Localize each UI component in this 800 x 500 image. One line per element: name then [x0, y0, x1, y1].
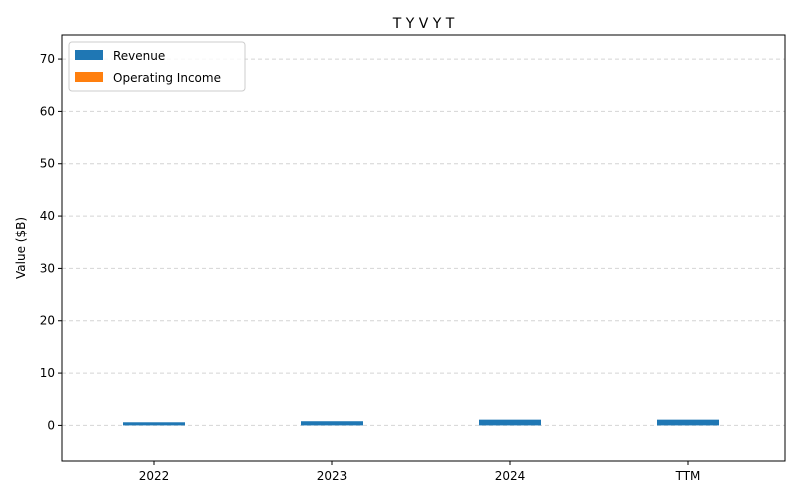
bar-revenue: [123, 422, 185, 426]
y-tick-label: 10: [40, 366, 55, 380]
y-axis-label: Value ($B): [14, 217, 28, 279]
chart-title: T Y V Y T: [392, 16, 455, 32]
bar-revenue: [657, 419, 719, 426]
y-tick-label: 50: [40, 157, 55, 171]
legend-swatch-operating-income: [75, 72, 103, 82]
legend-frame: [68, 41, 246, 92]
y-tick-label: 60: [40, 104, 55, 118]
plot-frame: [61, 34, 786, 462]
x-axis: 2022 2023 2024 TTM: [139, 461, 701, 483]
y-tick-label: 20: [40, 314, 55, 328]
x-tick-label: 2022: [139, 469, 170, 483]
bar-revenue: [301, 421, 363, 426]
y-tick-label: 0: [47, 418, 55, 432]
legend-swatch-revenue: [75, 50, 103, 60]
x-tick-label: 2024: [495, 469, 526, 483]
y-tick-label: 70: [40, 52, 55, 66]
bar-revenue: [479, 419, 541, 426]
x-tick-label: 2023: [317, 469, 348, 483]
legend-label-revenue: Revenue: [113, 49, 165, 63]
y-tick-label: 30: [40, 261, 55, 275]
y-axis: 0 10 20 30 40 50 60 70: [40, 52, 62, 432]
legend-label-operating-income: Operating Income: [113, 71, 221, 85]
bars: [123, 419, 719, 426]
x-tick-label: TTM: [675, 469, 701, 483]
legend: Revenue Operating Income: [68, 41, 246, 92]
y-tick-label: 40: [40, 209, 55, 223]
gridlines: [62, 58, 785, 426]
